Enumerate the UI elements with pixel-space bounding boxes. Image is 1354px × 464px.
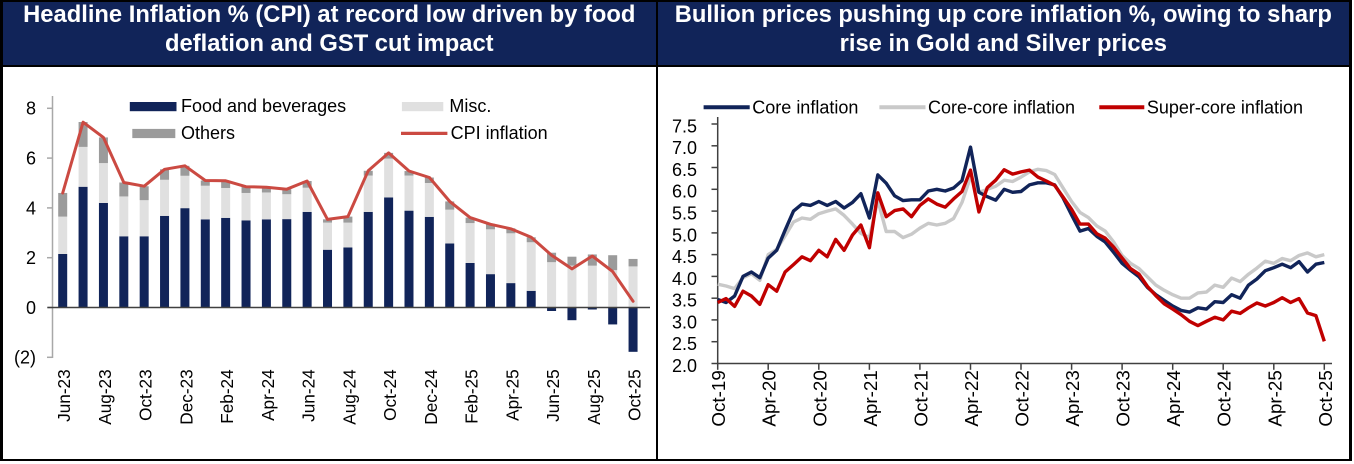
svg-text:3.0: 3.0	[672, 312, 697, 332]
svg-text:Core inflation: Core inflation	[752, 97, 858, 117]
svg-text:Feb-24: Feb-24	[217, 369, 237, 424]
svg-text:(2): (2)	[14, 348, 36, 368]
svg-text:3.5: 3.5	[672, 291, 697, 311]
svg-text:Apr-25: Apr-25	[1264, 370, 1285, 426]
svg-text:Apr-21: Apr-21	[860, 370, 881, 426]
svg-text:Jun-25: Jun-25	[543, 369, 563, 422]
svg-text:Apr-20: Apr-20	[759, 370, 780, 426]
svg-text:Dec-23: Dec-23	[176, 369, 196, 424]
svg-text:7.5: 7.5	[672, 116, 697, 136]
svg-text:Oct-23: Oct-23	[136, 369, 156, 421]
svg-text:Dec-24: Dec-24	[421, 369, 441, 425]
svg-text:Aug-23: Aug-23	[95, 369, 115, 424]
svg-text:Jun-23: Jun-23	[54, 369, 74, 422]
svg-text:7.0: 7.0	[672, 138, 697, 158]
svg-text:Apr-22: Apr-22	[961, 370, 982, 426]
svg-text:Super-core inflation: Super-core inflation	[1147, 97, 1303, 117]
svg-text:Oct-24: Oct-24	[1214, 370, 1235, 426]
svg-text:Others: Others	[181, 123, 235, 143]
svg-text:4.0: 4.0	[672, 269, 697, 289]
svg-text:Food and beverages: Food and beverages	[181, 96, 346, 116]
svg-text:4: 4	[26, 198, 36, 218]
svg-text:4.5: 4.5	[672, 247, 697, 267]
svg-text:Oct-19: Oct-19	[708, 370, 729, 426]
svg-text:5.0: 5.0	[672, 225, 697, 245]
svg-text:6.0: 6.0	[672, 182, 697, 202]
svg-text:Misc.: Misc.	[449, 96, 491, 116]
svg-text:Apr-24: Apr-24	[1163, 370, 1184, 426]
svg-text:5.5: 5.5	[672, 204, 697, 224]
svg-text:Aug-24: Aug-24	[339, 369, 359, 425]
svg-text:Oct-24: Oct-24	[380, 369, 400, 421]
svg-text:Oct-25: Oct-25	[1315, 370, 1336, 426]
svg-text:Aug-25: Aug-25	[584, 369, 604, 424]
svg-text:Apr-23: Apr-23	[1062, 370, 1083, 426]
svg-text:2.0: 2.0	[672, 356, 697, 376]
svg-text:Apr-24: Apr-24	[258, 369, 278, 421]
svg-text:Oct-23: Oct-23	[1113, 370, 1134, 426]
svg-text:Jun-24: Jun-24	[299, 369, 319, 422]
svg-text:2: 2	[26, 248, 36, 268]
svg-text:Feb-25: Feb-25	[462, 369, 482, 423]
svg-text:Oct-25: Oct-25	[625, 369, 645, 421]
svg-text:Oct-20: Oct-20	[809, 370, 830, 426]
svg-text:Core-core inflation: Core-core inflation	[928, 97, 1075, 117]
svg-text:8: 8	[26, 99, 36, 119]
svg-text:2.5: 2.5	[672, 334, 697, 354]
svg-text:0: 0	[26, 298, 36, 318]
svg-text:Oct-22: Oct-22	[1012, 370, 1033, 426]
svg-text:6: 6	[26, 149, 36, 169]
svg-text:Apr-25: Apr-25	[502, 369, 522, 421]
svg-text:CPI inflation: CPI inflation	[451, 123, 548, 143]
svg-text:Oct-21: Oct-21	[910, 370, 931, 426]
svg-text:6.5: 6.5	[672, 160, 697, 180]
